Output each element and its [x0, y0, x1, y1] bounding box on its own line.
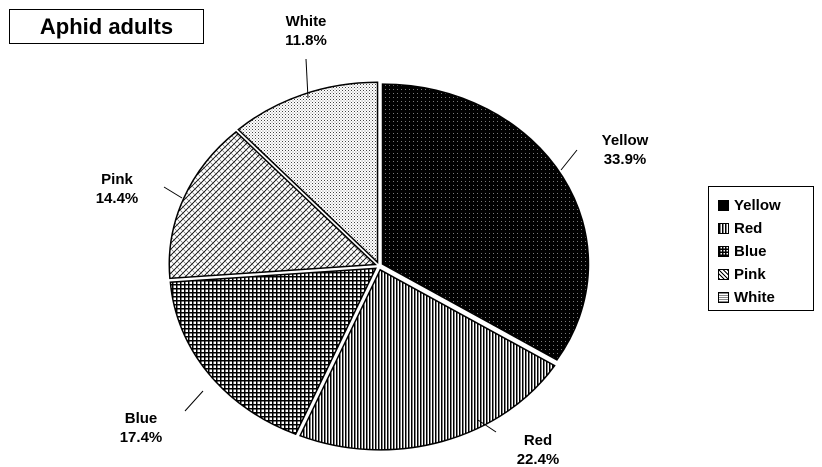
legend: Yellow Red Blue Pink White	[708, 186, 814, 311]
leader-line-pink	[163, 186, 183, 199]
legend-item-pink: Pink	[718, 263, 813, 286]
slice-percent-blue: 17.4%	[120, 429, 163, 446]
pie-slice-red	[299, 268, 556, 451]
slice-percent-red: 22.4%	[517, 451, 560, 467]
legend-label-blue: Blue	[734, 243, 767, 260]
slice-name-blue: Blue	[125, 410, 158, 427]
legend-item-blue: Blue	[718, 240, 813, 263]
leader-line-blue	[184, 390, 204, 412]
slice-percent-pink: 14.4%	[96, 190, 139, 207]
slice-name-red: Red	[524, 432, 552, 449]
legend-label-white: White	[734, 289, 775, 306]
pie-slice-yellow	[381, 83, 590, 361]
legend-item-red: Red	[718, 217, 813, 240]
slice-name-pink: Pink	[101, 171, 133, 188]
legend-item-yellow: Yellow	[718, 194, 813, 217]
legend-swatch-pink	[718, 269, 729, 280]
slice-name-white: White	[286, 13, 327, 30]
leader-line-red	[477, 419, 497, 433]
slice-percent-white: 11.8%	[285, 32, 327, 49]
pie-slice-white	[237, 81, 379, 265]
legend-swatch-white	[718, 292, 729, 303]
legend-label-yellow: Yellow	[734, 197, 781, 214]
pie-slice-blue	[169, 267, 377, 436]
legend-label-red: Red	[734, 220, 763, 237]
slice-name-yellow: Yellow	[602, 132, 649, 149]
legend-swatch-yellow	[718, 200, 729, 211]
legend-label-pink: Pink	[734, 266, 766, 283]
leader-line-yellow	[560, 149, 578, 171]
leader-line-white	[305, 58, 309, 99]
legend-item-white: White	[718, 286, 813, 309]
legend-swatch-blue	[718, 246, 729, 257]
legend-swatch-red	[718, 223, 729, 234]
chart-title: Aphid adults	[9, 9, 204, 44]
slice-percent-yellow: 33.9%	[604, 151, 647, 168]
pie-slice-pink	[168, 130, 378, 280]
